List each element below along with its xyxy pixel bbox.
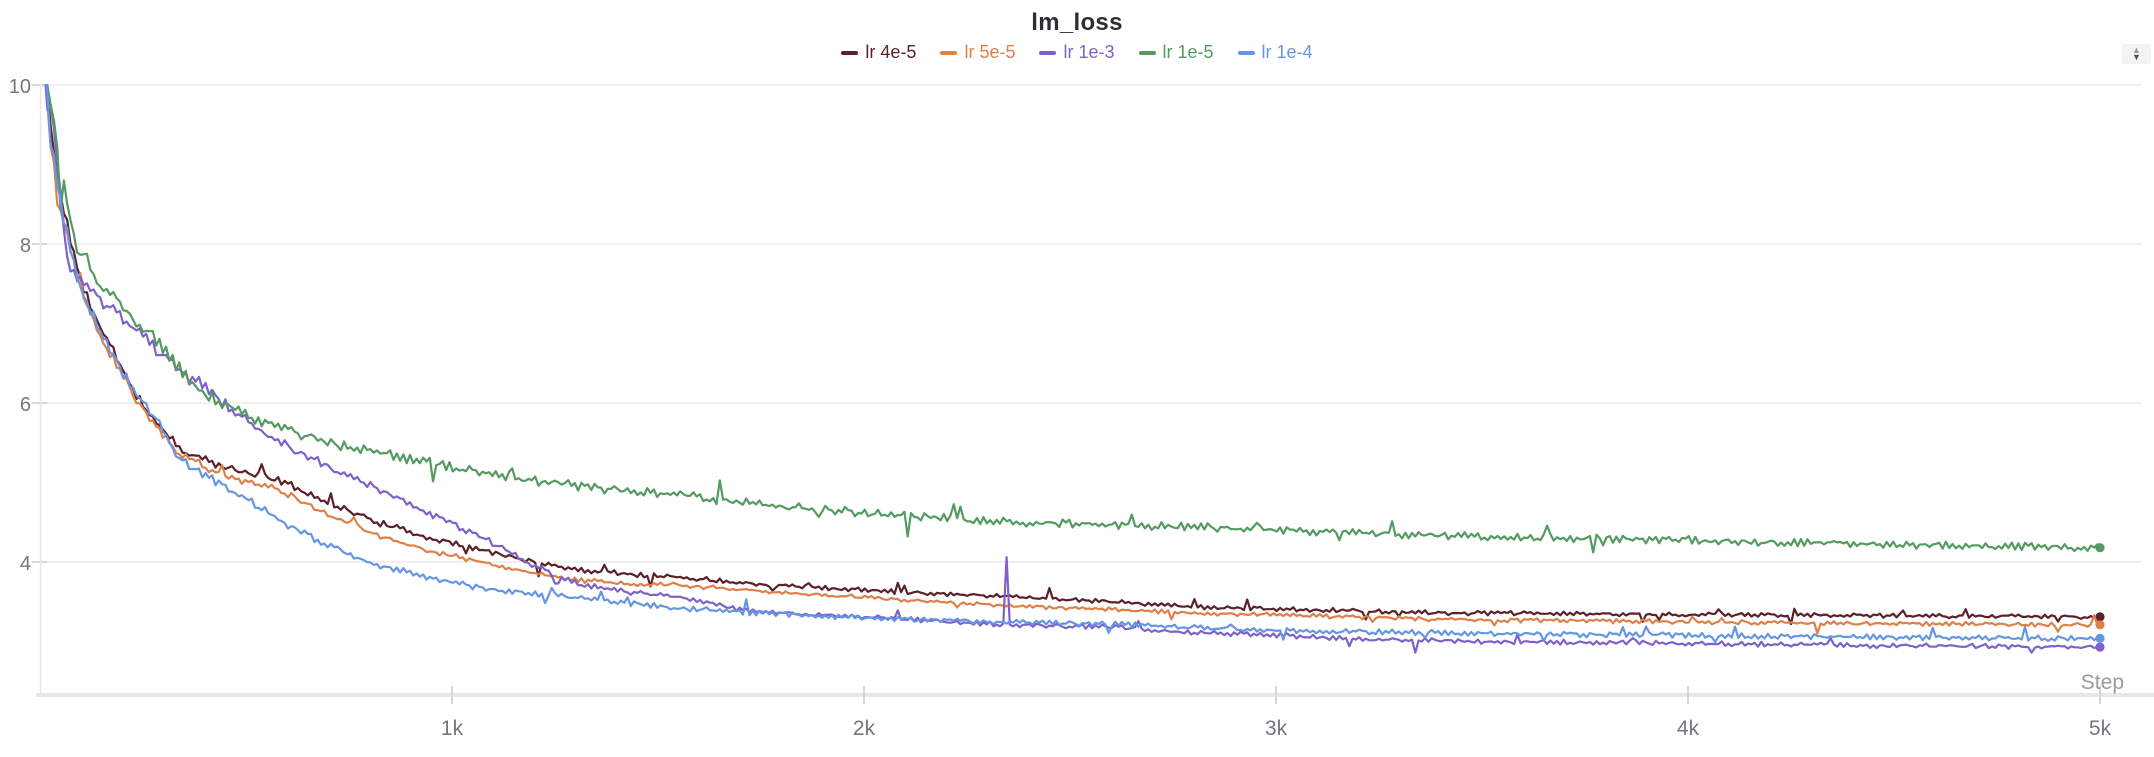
x-axis-title: Step (2081, 671, 2124, 694)
series-line-lr-5e-5[interactable] (44, 63, 2102, 635)
legend-label: lr 4e-5 (865, 42, 917, 62)
y-tick-label: 6 (20, 394, 31, 416)
legend-swatch-icon (841, 50, 859, 55)
x-tick-label: 3k (1265, 717, 1288, 740)
legend-swatch-icon (1237, 50, 1255, 55)
series-line-lr-1e-5[interactable] (44, 59, 2102, 554)
y-tick-label: 4 (20, 553, 31, 575)
series-endpoint-lr-5e-5[interactable] (2095, 620, 2105, 630)
series-endpoint-lr-1e-5[interactable] (2095, 543, 2105, 553)
x-tick-label: 5k (2089, 717, 2112, 740)
legend-item-lr-5e-5[interactable]: lr 5e-5 (940, 42, 1015, 63)
x-tick-label: 4k (1677, 717, 1700, 740)
legend-item-lr-4e-5[interactable]: lr 4e-5 (841, 42, 916, 63)
y-tick-label: 10 (9, 76, 31, 98)
legend-label: lr 1e-4 (1261, 42, 1313, 62)
legend-swatch-icon (940, 50, 958, 55)
legend-item-lr-1e-3[interactable]: lr 1e-3 (1039, 42, 1115, 63)
x-tick-label: 2k (853, 717, 876, 740)
legend-swatch-icon (1138, 50, 1156, 55)
legend-label: lr 1e-5 (1162, 42, 1214, 62)
y-tick-label: 8 (20, 235, 31, 257)
series-line-lr-1e-3[interactable] (44, 64, 2102, 654)
legend-label: lr 1e-3 (1063, 42, 1115, 62)
series-endpoint-lr-1e-3[interactable] (2095, 642, 2105, 652)
legend-label: lr 5e-5 (964, 42, 1016, 62)
series-line-lr-1e-4[interactable] (44, 66, 2102, 644)
legend: lr 4e-5 lr 5e-5 lr 1e-3 lr 1e-5 lr 1e-4 (0, 42, 2154, 63)
series-line-lr-4e-5[interactable] (44, 64, 2102, 626)
series-endpoint-lr-4e-5[interactable] (2095, 612, 2105, 622)
chevron-down-icon: ▼ (2132, 52, 2141, 62)
x-tick-label: 1k (441, 717, 464, 740)
series-group (44, 59, 2105, 654)
legend-item-lr-1e-5[interactable]: lr 1e-5 (1138, 42, 1214, 63)
series-endpoint-lr-1e-4[interactable] (2095, 633, 2105, 643)
chevron-up-icon: ▲ (2132, 45, 2141, 55)
legend-swatch-icon (1039, 50, 1057, 55)
panel-stepper-button[interactable]: ▲ ▼ (2122, 44, 2151, 64)
page-title: lm_loss (1031, 9, 1123, 36)
legend-item-lr-1e-4[interactable]: lr 1e-4 (1237, 42, 1313, 63)
